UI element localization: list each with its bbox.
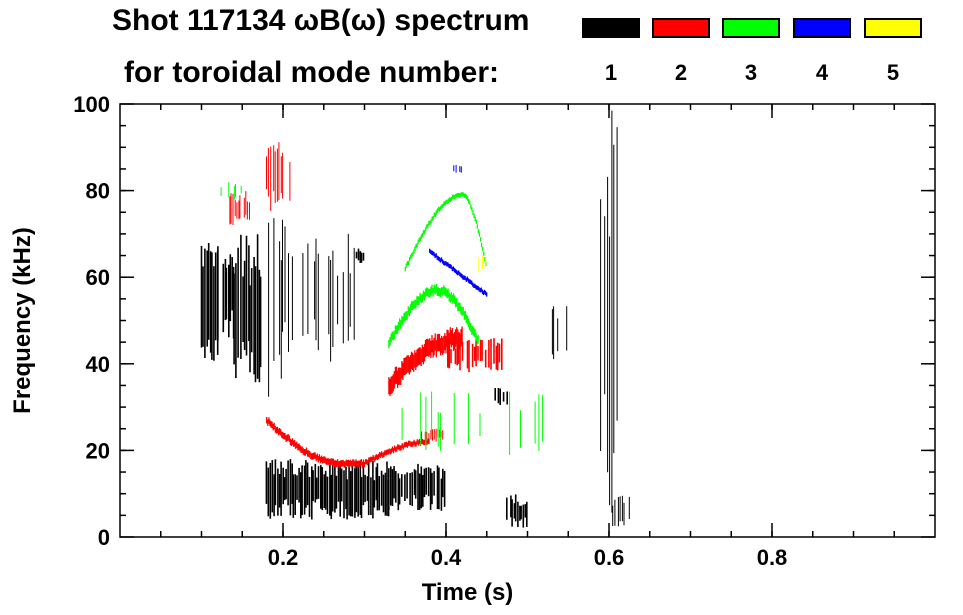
mode-1-region-9 — [494, 388, 509, 405]
y-tick-label: 60 — [86, 265, 110, 290]
legend-label-3: 3 — [744, 60, 758, 85]
mode-1-region-2 — [233, 234, 262, 383]
legend-label-5: 5 — [886, 60, 900, 85]
mode-2-region-5 — [388, 326, 463, 397]
chart-title-line1: Shot 117134 ωB(ω) spectrum — [112, 4, 530, 37]
mode-3-region-3 — [401, 391, 544, 455]
mode-2-region-6 — [446, 337, 503, 373]
x-tick-label: 0.2 — [268, 545, 299, 570]
mode-1-region-11 — [600, 110, 618, 513]
x-tick-label: 0.4 — [431, 545, 462, 570]
mode-4-region-1 — [453, 164, 462, 173]
mode-3-region-1 — [404, 192, 487, 272]
mode-2-region-4 — [421, 428, 444, 442]
mode-1-region-6 — [355, 248, 365, 263]
mode-1-region-3 — [268, 218, 283, 397]
mode-5-region-0 — [478, 255, 487, 273]
y-axis-label: Frequency (kHz) — [9, 227, 36, 414]
legend-swatch-1 — [582, 18, 640, 38]
mode-2-region-2 — [266, 417, 365, 469]
legend-swatch-2 — [652, 18, 710, 38]
x-tick-label: 0.8 — [757, 545, 788, 570]
mode-1-region-0 — [200, 243, 219, 361]
x-tick-label: 0.6 — [594, 545, 625, 570]
mode-1-region-7 — [265, 459, 390, 520]
mode-1-region-8 — [387, 463, 446, 511]
mode-1-region-10 — [505, 494, 528, 528]
mode-1-region-4 — [284, 226, 304, 352]
y-tick-label: 20 — [86, 438, 110, 463]
y-tick-label: 40 — [86, 352, 110, 377]
mode-2-region-0 — [229, 191, 250, 225]
legend-label-4: 4 — [815, 60, 829, 85]
spectrogram-marks — [200, 110, 630, 528]
mode-1-region-1 — [217, 246, 235, 341]
mode-3-region-2 — [220, 182, 242, 200]
mode-4-region-0 — [429, 248, 488, 297]
x-axis-label: Time (s) — [422, 579, 514, 606]
legend-swatch-3 — [722, 18, 780, 38]
legend-swatch-5 — [864, 18, 922, 38]
mode-1-region-12 — [612, 495, 630, 527]
legend-label-1: 1 — [604, 60, 618, 85]
legend-swatch-4 — [793, 18, 851, 38]
mode-2-region-3 — [363, 438, 430, 467]
mode-2-region-1 — [266, 142, 291, 211]
y-tick-label: 100 — [73, 92, 110, 117]
mode-3-region-0 — [388, 284, 479, 349]
mode-1-region-5 — [307, 233, 355, 362]
legend-label-2: 2 — [674, 60, 688, 85]
y-tick-label: 80 — [86, 179, 110, 204]
chart-title-line2: for toroidal mode number: — [124, 56, 499, 89]
axis-ticks: 0.2 0.4 0.6 0.8 0 20 40 60 80 100 — [73, 92, 935, 570]
mode-1-region-13 — [551, 306, 568, 360]
plot-frame — [119, 103, 936, 538]
y-tick-label: 0 — [98, 525, 110, 550]
